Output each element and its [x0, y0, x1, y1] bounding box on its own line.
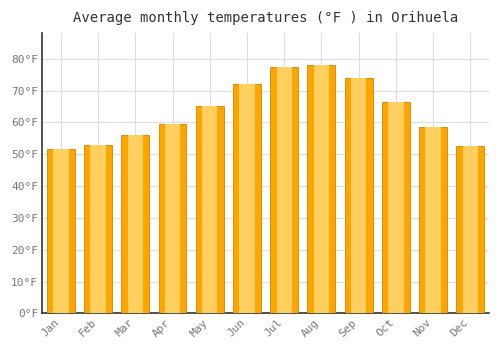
- Bar: [456, 146, 484, 313]
- Bar: [351, 78, 366, 313]
- Bar: [90, 145, 106, 313]
- Bar: [47, 149, 75, 313]
- Bar: [84, 145, 112, 313]
- Bar: [158, 124, 186, 313]
- Bar: [314, 65, 329, 313]
- Bar: [382, 102, 410, 313]
- Bar: [53, 149, 68, 313]
- Bar: [419, 127, 447, 313]
- Bar: [426, 127, 440, 313]
- Title: Average monthly temperatures (°F ) in Orihuela: Average monthly temperatures (°F ) in Or…: [73, 11, 458, 25]
- Bar: [165, 124, 180, 313]
- Bar: [240, 84, 254, 313]
- Bar: [128, 135, 143, 313]
- Bar: [270, 66, 298, 313]
- Bar: [308, 65, 336, 313]
- Bar: [462, 146, 478, 313]
- Bar: [344, 78, 372, 313]
- Bar: [196, 106, 224, 313]
- Bar: [276, 66, 292, 313]
- Bar: [233, 84, 261, 313]
- Bar: [202, 106, 218, 313]
- Bar: [388, 102, 404, 313]
- Bar: [122, 135, 150, 313]
